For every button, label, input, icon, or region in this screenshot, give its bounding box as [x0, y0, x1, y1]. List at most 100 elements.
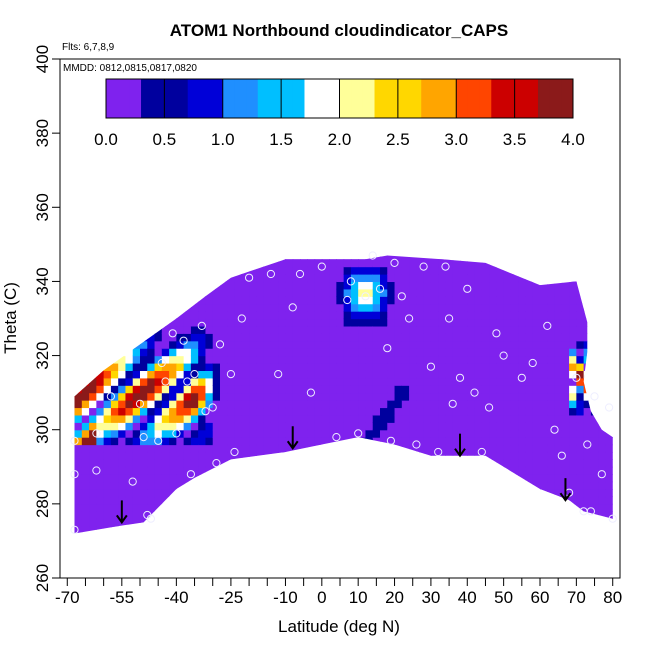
heat-cell: [416, 296, 425, 305]
heat-cell: [460, 311, 468, 320]
heat-cell: [387, 244, 395, 252]
heat-cell: [133, 244, 141, 252]
heat-cell: [489, 422, 497, 431]
heat-cell: [474, 385, 483, 394]
heat-cell: [467, 444, 476, 453]
colorbar-cell: [421, 79, 434, 118]
heat-cell: [336, 534, 344, 542]
heat-cell: [481, 259, 490, 268]
sample-point: [354, 429, 363, 438]
heat-cell: [285, 534, 293, 542]
heat-cell: [380, 303, 388, 312]
heat-cell: [125, 348, 134, 357]
heat-cell: [467, 325, 476, 334]
heat-cell: [467, 459, 476, 468]
heat-cell: [190, 385, 199, 394]
heat-cell: [110, 281, 119, 290]
heat-cell: [176, 444, 185, 453]
heat-cell: [278, 362, 287, 371]
heat-cell: [96, 259, 105, 268]
heat-cell: [292, 333, 301, 342]
heat-cell: [176, 255, 185, 260]
heat-cell: [489, 288, 497, 297]
heat-cell: [452, 518, 461, 527]
heat-cell: [445, 288, 454, 297]
heat-cell: [445, 274, 454, 283]
heat-cell: [372, 429, 381, 438]
heat-cell: [350, 281, 359, 290]
heat-cell: [190, 325, 199, 334]
heat-cell: [467, 503, 476, 512]
heat-cell: [227, 244, 235, 252]
colorbar-cell: [292, 79, 305, 118]
heat-cell: [161, 255, 170, 260]
heat-cell: [343, 422, 352, 431]
heat-cell: [241, 429, 250, 438]
heat-cell: [481, 266, 490, 275]
heat-cell: [241, 333, 250, 342]
heat-cell: [511, 534, 519, 542]
heat-cell: [547, 429, 556, 438]
colorbar-cell: [269, 79, 282, 118]
heat-cell: [74, 429, 76, 438]
heat-cell: [278, 481, 287, 490]
heat-cell: [372, 333, 381, 342]
heat-cell: [132, 422, 141, 431]
heat-cell: [74, 400, 76, 409]
heat-cell: [481, 274, 490, 283]
heat-cell: [445, 503, 454, 512]
heat-cell: [176, 259, 185, 268]
heat-cell: [518, 474, 527, 483]
heat-cell: [249, 348, 257, 357]
heat-cell: [510, 437, 519, 446]
heat-cell: [510, 496, 519, 505]
heat-cell: [212, 266, 221, 275]
heat-cell: [263, 355, 272, 364]
heat-cell: [329, 355, 337, 364]
heat-cell: [329, 400, 337, 409]
heat-cell: [394, 422, 403, 431]
heat-cell: [358, 274, 367, 283]
heat-cell: [132, 444, 141, 453]
heat-cell: [300, 496, 308, 505]
heat-cell: [205, 518, 214, 527]
heat-cell: [249, 385, 257, 394]
heat-cell: [103, 489, 112, 498]
heat-cell: [613, 445, 621, 453]
heat-cell: [467, 385, 476, 394]
heat-cell: [532, 385, 541, 394]
heat-cell: [511, 244, 519, 252]
heat-cell: [161, 437, 170, 446]
heat-cell: [256, 518, 265, 527]
heat-cell: [510, 392, 519, 401]
heat-cell: [394, 385, 403, 394]
heat-cell: [598, 534, 606, 542]
heat-cell: [329, 392, 337, 401]
heat-cell: [140, 325, 148, 334]
heat-cell: [169, 255, 177, 260]
heat-cell: [292, 274, 301, 283]
heat-cell: [540, 459, 548, 468]
heat-cell: [358, 526, 367, 534]
heat-cell: [205, 474, 214, 483]
heat-cell: [430, 429, 439, 438]
heat-cell: [154, 259, 163, 268]
heat-cell: [190, 503, 199, 512]
x-tick-label: -55: [110, 588, 135, 607]
heat-cell: [561, 437, 570, 446]
heat-cell: [358, 255, 367, 260]
heat-cell: [278, 451, 287, 460]
heat-cell: [380, 325, 388, 334]
colorbar-cell: [362, 79, 376, 118]
heat-cell: [249, 511, 257, 520]
heat-cell: [613, 356, 621, 364]
heat-cell: [169, 244, 177, 252]
heat-cell: [74, 296, 83, 305]
heat-cell: [613, 326, 621, 334]
heat-cell: [547, 466, 556, 475]
heat-cell: [532, 296, 541, 305]
heat-cell: [176, 518, 185, 527]
heat-cell: [569, 414, 577, 423]
heat-cell: [474, 281, 483, 290]
heat-cell: [445, 496, 454, 505]
